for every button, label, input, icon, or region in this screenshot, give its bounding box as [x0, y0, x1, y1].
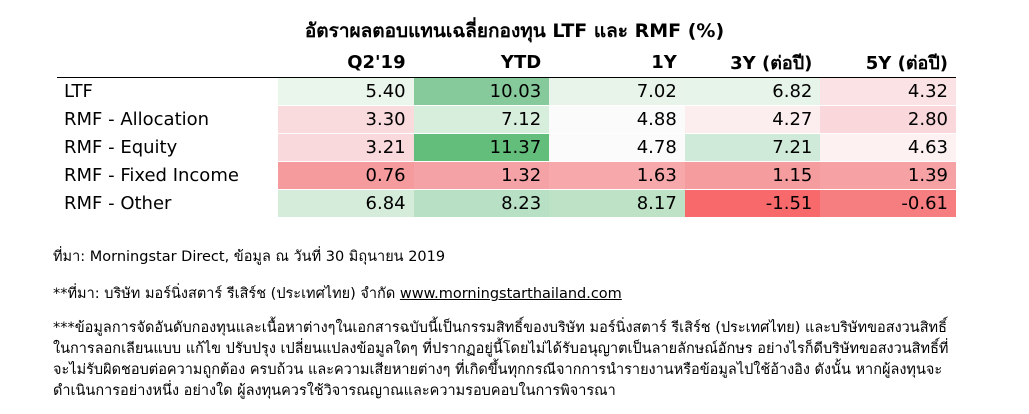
header-row: Q2'19 YTD 1Y 3Y (ต่อปี) 5Y (ต่อปี) [57, 48, 956, 78]
table-row: RMF - Equity 3.21 11.37 4.78 7.21 4.63 [57, 133, 956, 162]
heatmap-cell: 2.80 [820, 105, 956, 134]
source-note-2-text: **ที่มา: บริษัท มอร์นิ่งสตาร์ รีเสิร์ช (… [53, 286, 396, 302]
chart-title: อัตราผลตอบแทนเฉลี่ยกองทุน LTF และ RMF (%… [304, 20, 725, 42]
heatmap-cell: 10.03 [413, 77, 550, 106]
source-note-2: **ที่มา: บริษัท มอร์นิ่งสตาร์ รีเสิร์ช (… [53, 282, 622, 305]
table-row: RMF - Allocation 3.30 7.12 4.88 4.27 2.80 [57, 105, 956, 134]
heatmap-cell: 4.63 [820, 133, 956, 162]
heatmap-cell: -0.61 [820, 189, 956, 217]
heatmap-cell: 3.21 [278, 133, 414, 162]
heatmap-cell: 6.84 [278, 189, 414, 217]
heatmap-cell: 1.15 [684, 161, 821, 190]
row-label: LTF [57, 77, 278, 106]
column-header: Q2'19 [278, 48, 414, 78]
heatmap-cell: 4.88 [549, 105, 685, 134]
heatmap-cell: 8.23 [413, 189, 550, 217]
table-row: LTF 5.40 10.03 7.02 6.82 4.32 [57, 77, 956, 106]
heatmap-cell: -1.51 [684, 189, 821, 217]
heatmap-cell: 3.30 [278, 105, 414, 134]
heatmap-cell: 1.63 [549, 161, 685, 190]
heatmap-cell: 4.32 [820, 77, 956, 106]
heatmap-cell: 0.76 [278, 161, 414, 190]
column-header: 3Y (ต่อปี) [684, 48, 821, 78]
table-row: RMF - Other 6.84 8.23 8.17 -1.51 -0.61 [57, 189, 956, 217]
heatmap-cell: 7.12 [413, 105, 550, 134]
heatmap-cell: 5.40 [278, 77, 414, 106]
corner-header [57, 48, 278, 78]
row-label: RMF - Fixed Income [57, 161, 278, 190]
heatmap-cell: 7.21 [684, 133, 821, 162]
heatmap-cell: 8.17 [549, 189, 685, 217]
heatmap-cell: 4.78 [549, 133, 685, 162]
source-note: ที่มา: Morningstar Direct, ข้อมูล ณ วันท… [53, 249, 446, 265]
heatmap-cell: 6.82 [684, 77, 821, 106]
row-label: RMF - Equity [57, 133, 278, 162]
row-label: RMF - Allocation [57, 105, 278, 134]
disclaimer-note: ***ข้อมูลการจัดอันดับกองทุนและเนื้อหาต่า… [53, 320, 949, 399]
heatmap-cell: 7.02 [549, 77, 685, 106]
returns-heatmap-table: Q2'19 YTD 1Y 3Y (ต่อปี) 5Y (ต่อปี) LTF 5.… [57, 48, 956, 217]
table-row: RMF - Fixed Income 0.76 1.32 1.63 1.15 1.39 [57, 161, 956, 190]
morningstar-link[interactable]: www.morningstarthailand.com [399, 286, 622, 302]
row-label: RMF - Other [57, 189, 278, 217]
column-header: 1Y [549, 48, 685, 78]
heatmap-cell: 1.39 [820, 161, 956, 190]
column-header: 5Y (ต่อปี) [820, 48, 956, 78]
column-header: YTD [413, 48, 550, 78]
heatmap-cell: 1.32 [413, 161, 550, 190]
heatmap-cell: 4.27 [684, 105, 821, 134]
heatmap-cell: 11.37 [413, 133, 550, 162]
